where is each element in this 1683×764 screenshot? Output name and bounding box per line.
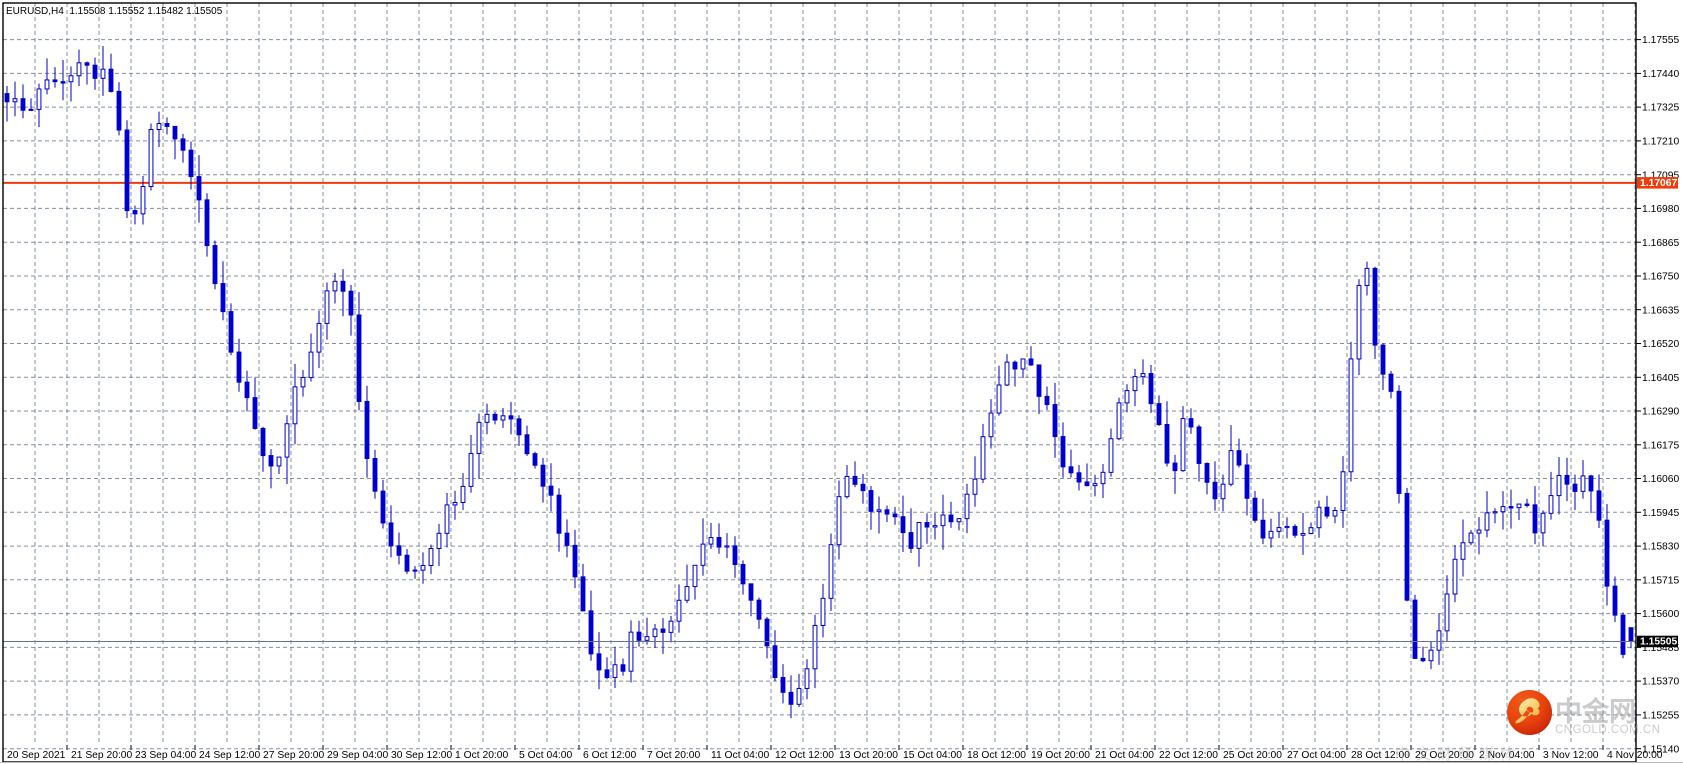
svg-text:15 Oct 04:00: 15 Oct 04:00 <box>903 750 962 761</box>
svg-text:1 Oct 20:00: 1 Oct 20:00 <box>455 750 509 761</box>
svg-text:1.15370: 1.15370 <box>1642 677 1679 688</box>
svg-text:1.17210: 1.17210 <box>1642 137 1679 148</box>
svg-text:1.16635: 1.16635 <box>1642 305 1679 316</box>
svg-text:1.16405: 1.16405 <box>1642 373 1679 384</box>
svg-text:29 Sep 04:00: 29 Sep 04:00 <box>327 750 389 761</box>
svg-text:1.17067: 1.17067 <box>1640 178 1677 189</box>
svg-text:1.16290: 1.16290 <box>1642 407 1679 418</box>
svg-text:1.16865: 1.16865 <box>1642 238 1679 249</box>
svg-text:22 Oct 12:00: 22 Oct 12:00 <box>1159 750 1218 761</box>
svg-text:21 Sep 20:00: 21 Sep 20:00 <box>71 750 133 761</box>
svg-text:23 Sep 04:00: 23 Sep 04:00 <box>135 750 197 761</box>
svg-text:1.16980: 1.16980 <box>1642 204 1679 215</box>
svg-text:1.16060: 1.16060 <box>1642 474 1679 485</box>
svg-text:1.16750: 1.16750 <box>1642 272 1679 283</box>
svg-text:27 Oct 04:00: 27 Oct 04:00 <box>1287 750 1346 761</box>
svg-text:CNGOLD.COM.CN: CNGOLD.COM.CN <box>1555 724 1661 736</box>
svg-text:30 Sep 12:00: 30 Sep 12:00 <box>391 750 453 761</box>
svg-text:1.15830: 1.15830 <box>1642 542 1679 553</box>
svg-text:24 Sep 12:00: 24 Sep 12:00 <box>199 750 261 761</box>
svg-text:25 Oct 20:00: 25 Oct 20:00 <box>1223 750 1282 761</box>
svg-text:18 Oct 12:00: 18 Oct 12:00 <box>967 750 1026 761</box>
svg-text:6 Oct 12:00: 6 Oct 12:00 <box>583 750 637 761</box>
svg-text:中金网: 中金网 <box>1555 696 1636 727</box>
svg-text:11 Oct 04:00: 11 Oct 04:00 <box>711 750 769 761</box>
svg-text:1.17555: 1.17555 <box>1642 35 1679 46</box>
svg-text:1.15715: 1.15715 <box>1642 575 1679 586</box>
svg-text:5 Oct 04:00: 5 Oct 04:00 <box>519 750 573 761</box>
svg-text:1.15945: 1.15945 <box>1642 508 1679 519</box>
svg-text:1.15600: 1.15600 <box>1642 609 1679 620</box>
svg-text:12 Oct 12:00: 12 Oct 12:00 <box>775 750 834 761</box>
svg-text:21 Oct 04:00: 21 Oct 04:00 <box>1095 750 1154 761</box>
svg-text:1.16175: 1.16175 <box>1642 440 1679 451</box>
svg-text:13 Oct 20:00: 13 Oct 20:00 <box>839 750 898 761</box>
svg-text:7 Oct 20:00: 7 Oct 20:00 <box>647 750 701 761</box>
svg-text:20 Sep 2021: 20 Sep 2021 <box>7 750 66 761</box>
svg-text:1.17440: 1.17440 <box>1642 69 1679 80</box>
svg-text:1.16520: 1.16520 <box>1642 339 1679 350</box>
svg-text:27 Sep 20:00: 27 Sep 20:00 <box>263 750 325 761</box>
svg-text:1.17325: 1.17325 <box>1642 103 1679 114</box>
svg-text:1.15505: 1.15505 <box>1640 637 1677 648</box>
svg-text:19 Oct 20:00: 19 Oct 20:00 <box>1031 750 1090 761</box>
